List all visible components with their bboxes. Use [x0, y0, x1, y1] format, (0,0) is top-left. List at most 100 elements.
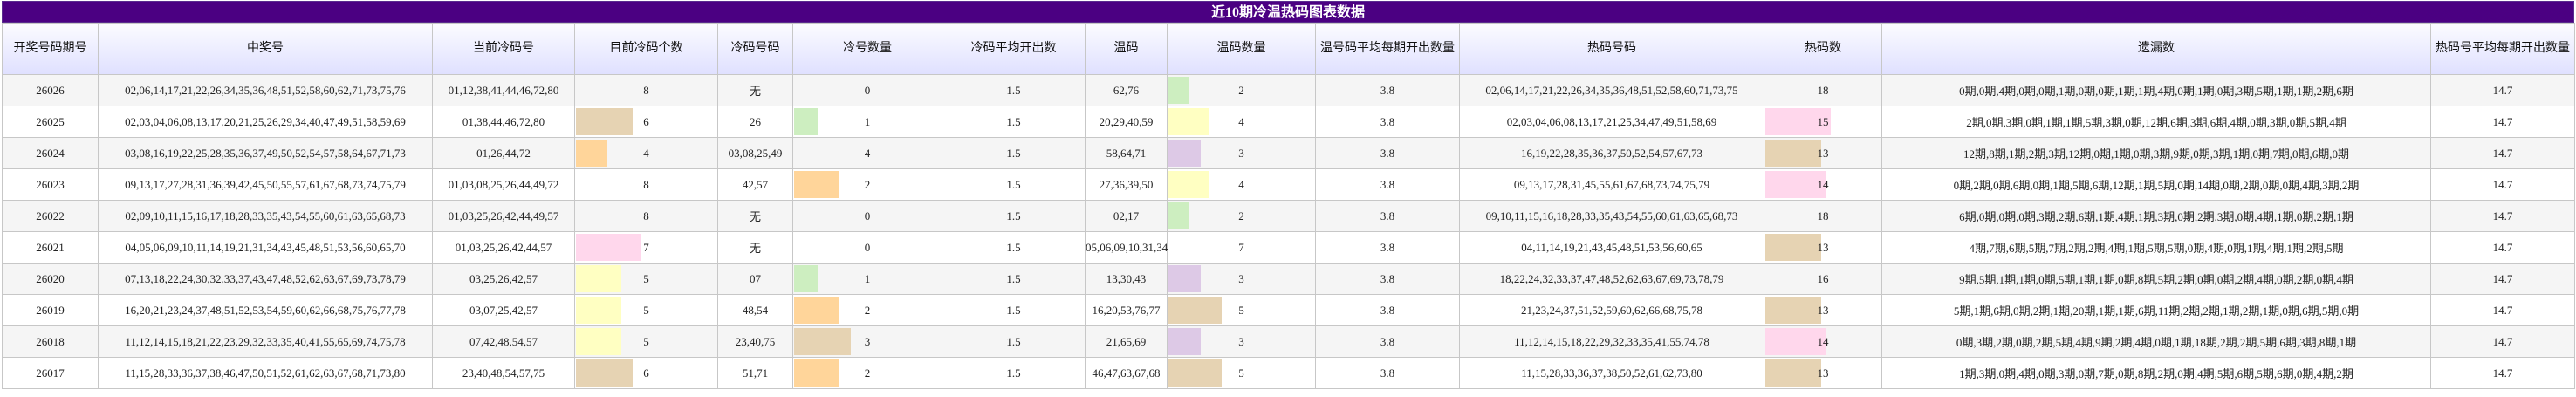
- cell-value: 3: [1238, 271, 1244, 285]
- cell-cold-qty: 2: [792, 294, 942, 326]
- cell-warm-avg: 3.8: [1315, 231, 1460, 264]
- cell-warm-qty: 5: [1167, 294, 1316, 326]
- header-warm[interactable]: 温码: [1085, 23, 1168, 75]
- cell-warm: 46,47,63,67,68: [1085, 357, 1168, 389]
- cell-warm: 21,65,69: [1085, 325, 1168, 358]
- cell-value: 7: [643, 240, 649, 254]
- table-row: 26026 02,06,14,17,21,22,26,34,35,36,48,51…: [2, 74, 2575, 106]
- value-bar: [1168, 359, 1222, 387]
- cell-warm-avg: 3.8: [1315, 263, 1460, 295]
- cell-hot-avg: 14.7: [2430, 137, 2575, 169]
- cell-omission: 0期,0期,4期,0期,0期,1期,0期,0期,1期,1期,4期,0期,1期,0…: [1881, 74, 2431, 106]
- cell-period: 26022: [2, 200, 99, 232]
- cell-cold-nums: 无: [717, 74, 793, 106]
- table-row: 26021 04,05,06,09,10,11,14,19,21,31,34,43…: [2, 231, 2575, 264]
- cell-cold-count: 8: [574, 74, 718, 106]
- cell-hot-count: 13: [1764, 137, 1882, 169]
- value-bar: [576, 140, 607, 167]
- table-row: 26022 02,09,10,11,15,16,17,18,28,33,35,43…: [2, 200, 2575, 232]
- cell-value: 14: [1817, 334, 1829, 348]
- cell-cold-avg: 1.5: [942, 263, 1086, 295]
- cell-hot: 02,06,14,17,21,22,26,34,35,36,48,51,52,5…: [1459, 74, 1764, 106]
- header-cold-current[interactable]: 当前冷码号: [432, 23, 575, 75]
- cell-winning: 02,09,10,11,15,16,17,18,28,33,35,43,54,5…: [98, 200, 433, 232]
- table-row: 26023 09,13,17,27,28,31,36,39,42,45,50,55…: [2, 168, 2575, 201]
- cell-hot-count: 13: [1764, 231, 1882, 264]
- cell-value: 8: [643, 83, 649, 97]
- cell-hot-avg: 14.7: [2430, 200, 2575, 232]
- cell-period: 26026: [2, 74, 99, 106]
- value-bar: [1168, 140, 1202, 167]
- value-bar: [1168, 171, 1210, 198]
- cell-winning: 11,12,14,15,18,21,22,23,29,32,33,35,40,4…: [98, 325, 433, 358]
- cell-cold-current: 01,03,25,26,42,44,57: [432, 231, 575, 264]
- cell-cold-avg: 1.5: [942, 106, 1086, 138]
- cell-cold-nums: 无: [717, 231, 793, 264]
- value-bar: [576, 359, 634, 387]
- cell-warm-qty: 5: [1167, 357, 1316, 389]
- cell-cold-current: 01,38,44,46,72,80: [432, 106, 575, 138]
- cell-value: 2: [864, 177, 871, 191]
- cell-cold-avg: 1.5: [942, 200, 1086, 232]
- cell-cold-nums: 48,54: [717, 294, 793, 326]
- header-warm-avg[interactable]: 温号码平均每期开出数量: [1315, 23, 1460, 75]
- cell-hot: 18,22,24,32,33,37,47,48,52,62,63,67,69,7…: [1459, 263, 1764, 295]
- cell-period: 26024: [2, 137, 99, 169]
- cell-cold-qty: 0: [792, 200, 942, 232]
- cell-omission: 5期,1期,6期,0期,2期,1期,20期,1期,1期,6期,11期,2期,2期…: [1881, 294, 2431, 326]
- cell-warm-avg: 3.8: [1315, 325, 1460, 358]
- cell-period: 26021: [2, 231, 99, 264]
- cell-warm-qty: 4: [1167, 168, 1316, 201]
- header-winning[interactable]: 中奖号: [98, 23, 433, 75]
- cell-value: 13: [1817, 240, 1829, 254]
- cell-period: 26020: [2, 263, 99, 295]
- table-body: 26026 02,06,14,17,21,22,26,34,35,36,48,51…: [2, 74, 2575, 389]
- cell-warm: 13,30,43: [1085, 263, 1168, 295]
- value-bar: [576, 297, 622, 324]
- cell-value: 16: [1817, 271, 1829, 285]
- cell-value: 3: [1238, 146, 1244, 160]
- cell-period: 26017: [2, 357, 99, 389]
- cell-omission: 0期,3期,2期,0期,2期,5期,4期,9期,2期,4期,0期,1期,18期,…: [1881, 325, 2431, 358]
- cell-cold-avg: 1.5: [942, 137, 1086, 169]
- table-row: 26019 16,20,21,23,24,37,48,51,52,53,54,59…: [2, 294, 2575, 326]
- cell-warm-avg: 3.8: [1315, 200, 1460, 232]
- cell-hot-count: 14: [1764, 168, 1882, 201]
- header-omission[interactable]: 遗漏数: [1881, 23, 2431, 75]
- cell-warm: 20,29,40,59: [1085, 106, 1168, 138]
- header-cold-count[interactable]: 目前冷码个数: [574, 23, 718, 75]
- value-bar: [794, 108, 819, 135]
- cell-cold-current: 03,07,25,42,57: [432, 294, 575, 326]
- cell-value: 5: [643, 271, 649, 285]
- cell-warm-avg: 3.8: [1315, 294, 1460, 326]
- header-cold-qty[interactable]: 冷号数量: [792, 23, 942, 75]
- cell-hot-count: 18: [1764, 200, 1882, 232]
- header-hot-avg[interactable]: 热码号平均每期开出数量: [2430, 23, 2575, 75]
- value-bar: [794, 328, 851, 355]
- value-bar: [1168, 108, 1210, 135]
- cell-value: 13: [1817, 303, 1829, 317]
- cell-cold-avg: 1.5: [942, 357, 1086, 389]
- cell-hot-count: 15: [1764, 106, 1882, 138]
- value-bar: [1168, 297, 1222, 324]
- cell-hot-count: 16: [1764, 263, 1882, 295]
- header-cold-nums[interactable]: 冷码号码: [717, 23, 793, 75]
- cell-value: 15: [1817, 114, 1829, 128]
- cell-cold-nums: 42,57: [717, 168, 793, 201]
- cell-warm: 16,20,53,76,77: [1085, 294, 1168, 326]
- cell-cold-count: 8: [574, 200, 718, 232]
- cell-cold-count: 5: [574, 325, 718, 358]
- header-hot[interactable]: 热码号码: [1459, 23, 1764, 75]
- value-bar: [1168, 265, 1202, 292]
- header-period[interactable]: 开奖号码期号: [2, 23, 99, 75]
- value-bar: [1765, 140, 1822, 167]
- header-hot-count[interactable]: 热码数: [1764, 23, 1882, 75]
- cell-winning: 03,08,16,19,22,25,28,35,36,37,49,50,52,5…: [98, 137, 433, 169]
- header-cold-avg[interactable]: 冷码平均开出数: [942, 23, 1086, 75]
- cell-warm-qty: 2: [1167, 200, 1316, 232]
- cell-winning: 02,03,04,06,08,13,17,20,21,25,26,29,34,4…: [98, 106, 433, 138]
- cell-hot-avg: 14.7: [2430, 231, 2575, 264]
- cell-warm: 02,17: [1085, 200, 1168, 232]
- cell-value: 1: [864, 114, 871, 128]
- header-warm-qty[interactable]: 温码数量: [1167, 23, 1316, 75]
